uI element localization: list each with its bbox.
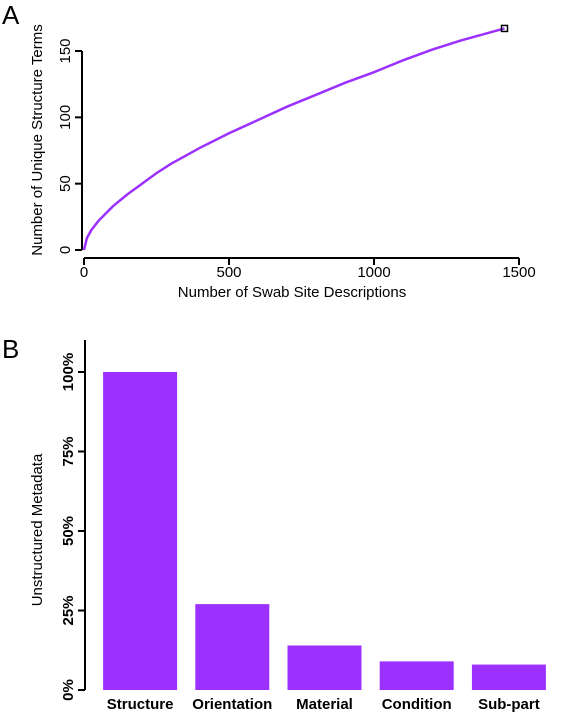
- y-tick-label-b: 75%: [60, 436, 77, 466]
- bar: [471, 664, 546, 690]
- x-tick-label-a: 1500: [502, 264, 535, 281]
- panel-b: B 0% 25% 50% 75% 100% Structure Orientation Ma…: [2, 334, 546, 713]
- x-tick-label-a: 0: [80, 264, 88, 281]
- end-marker: [500, 24, 509, 33]
- ticks-b: 0% 25% 50% 75% 100%: [60, 353, 85, 701]
- series-line: [82, 27, 505, 251]
- category-label: Material: [296, 696, 353, 713]
- y-tick-label-a: 150: [57, 38, 74, 63]
- category-label: Sub-part: [478, 696, 540, 713]
- category-label: Orientation: [192, 696, 272, 713]
- category-label: Condition: [382, 696, 452, 713]
- category-labels: Structure Orientation Material Condition Sub…: [107, 696, 540, 713]
- y-tick-label-b: 0%: [60, 679, 77, 701]
- bar: [287, 645, 362, 690]
- y-tick-label-b: 50%: [60, 516, 77, 546]
- y-tick-label-b: 100%: [60, 353, 77, 391]
- y-axis-label-b: Unstructured Metadata: [29, 453, 46, 606]
- x-tick-label-a: 500: [216, 264, 241, 281]
- bar: [195, 604, 270, 690]
- y-tick-label-a: 0: [57, 246, 74, 254]
- x-axis-label-a: Number of Swab Site Descriptions: [178, 284, 406, 301]
- bar: [103, 372, 178, 690]
- y-axis-label-a: Number of Unique Structure Terms: [29, 24, 46, 255]
- x-tick-label-a: 1000: [357, 264, 390, 281]
- panel-letter-a: A: [2, 0, 20, 30]
- y-tick-label-a: 100: [57, 105, 74, 130]
- category-label: Structure: [107, 696, 174, 713]
- y-tick-label-a: 50: [57, 175, 74, 192]
- panel-letter-b: B: [2, 334, 19, 364]
- y-tick-label-b: 25%: [60, 595, 77, 625]
- bar: [379, 661, 454, 690]
- bars: [103, 372, 546, 690]
